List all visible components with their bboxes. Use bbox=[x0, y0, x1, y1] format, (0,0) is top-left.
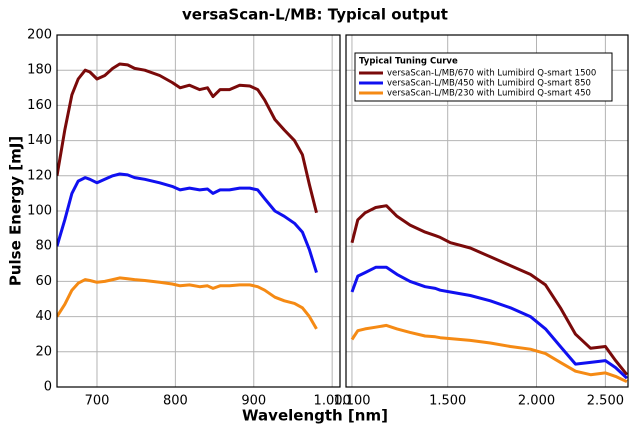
chart-title: versaScan-L/MB: Typical output bbox=[182, 6, 448, 24]
y-tick-label: 180 bbox=[27, 63, 52, 78]
x-tick-label: 1.100 bbox=[333, 394, 370, 409]
x-tick-label: 900 bbox=[241, 394, 266, 409]
x-tick-label: 2.500 bbox=[587, 394, 624, 409]
y-tick-label: 120 bbox=[27, 168, 52, 183]
y-tick-label: 40 bbox=[35, 309, 52, 324]
series-line bbox=[350, 204, 628, 376]
series-line bbox=[57, 276, 318, 330]
y-tick-label: 60 bbox=[35, 274, 52, 289]
y-tick-label: 0 bbox=[44, 380, 52, 395]
x-tick-label: 1.000 bbox=[314, 394, 351, 409]
y-axis-label: Pulse Energy [mJ] bbox=[7, 136, 25, 286]
x-tick-label: 800 bbox=[163, 394, 188, 409]
legend-title: Typical Tuning Curve bbox=[359, 57, 458, 67]
legend-label: versaScan-L/MB/450 with Lumibird Q-smart… bbox=[387, 79, 591, 89]
y-tick-label: 160 bbox=[27, 98, 52, 113]
y-tick-label: 140 bbox=[27, 133, 52, 148]
legend-label: versaScan-L/MB/670 with Lumibird Q-smart… bbox=[387, 69, 596, 79]
y-tick-label: 80 bbox=[35, 239, 52, 254]
x-tick-label: 700 bbox=[85, 394, 110, 409]
y-tick-label: 20 bbox=[35, 344, 52, 359]
series-line bbox=[57, 62, 318, 214]
series-line bbox=[350, 323, 628, 384]
legend-box bbox=[354, 52, 613, 102]
legend-label: versaScan-L/MB/230 with Lumibird Q-smart… bbox=[387, 89, 591, 99]
series-line bbox=[57, 172, 318, 274]
plot-frame bbox=[345, 34, 629, 388]
x-tick-label: 1.500 bbox=[429, 394, 466, 409]
y-tick-label: 100 bbox=[27, 204, 52, 219]
y-tick-label: 200 bbox=[27, 28, 52, 43]
plot-frame bbox=[56, 34, 341, 388]
x-tick-label: 2.000 bbox=[518, 394, 555, 409]
series-line bbox=[350, 265, 628, 380]
x-axis-label: Wavelength [nm] bbox=[242, 407, 388, 425]
